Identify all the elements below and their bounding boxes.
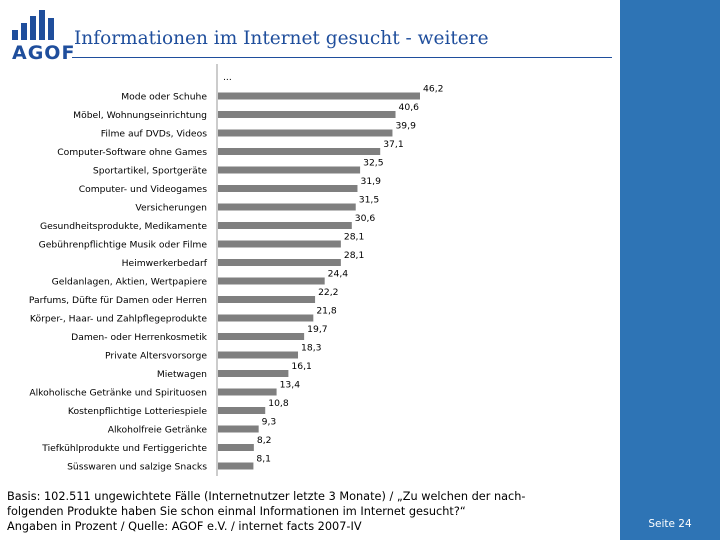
right-sidebar-panel: Seite 24 [620, 0, 720, 540]
logo-bar [30, 16, 36, 40]
category-label: Gesundheitsprodukte, Medikamente [40, 221, 207, 232]
category-label: Computer-Software ohne Games [57, 147, 207, 158]
logo-bar [12, 30, 18, 40]
value-label: 16,1 [291, 361, 311, 372]
footnote-line: Basis: 102.511 ungewichtete Fälle (Inter… [7, 490, 526, 503]
bar [218, 462, 254, 470]
value-label: 39,9 [395, 121, 416, 132]
value-label: 10,8 [268, 398, 289, 409]
value-label: 40,6 [399, 102, 420, 113]
logo-bar [21, 23, 27, 40]
footnote-line: folgenden Produkte haben Sie schon einma… [7, 505, 466, 518]
category-label: Möbel, Wohnungseinrichtung [73, 110, 207, 121]
logo-text: AGOF [12, 42, 76, 64]
category-label: Gebührenpflichtige Musik oder Filme [39, 239, 208, 250]
logo-bar [39, 10, 45, 40]
bar [218, 148, 381, 155]
agof-logo: AGOF [8, 10, 74, 66]
bar [218, 259, 341, 266]
bar [218, 444, 254, 451]
logo-bars-icon [12, 10, 64, 40]
category-label: Körper-, Haar- und Zahlpflegeprodukte [30, 313, 207, 324]
value-label: 46,2 [423, 84, 443, 95]
value-label: 24,4 [328, 269, 349, 280]
category-label: Geldanlagen, Aktien, Wertpapiere [52, 276, 208, 287]
bar [218, 111, 396, 118]
value-label: 28,1 [344, 232, 364, 243]
category-label: Damen- oder Herrenkosmetik [71, 332, 208, 343]
bar [218, 370, 289, 377]
bar [218, 407, 266, 414]
value-label: 31,5 [359, 195, 380, 206]
category-label: Kostenpflichtige Lotteriespiele [68, 406, 207, 417]
bar-chart: ... Mode oder Schuhe 46,2 Möbel, Wohnungsei… [29, 64, 443, 476]
bar [218, 296, 316, 303]
bar [218, 351, 299, 359]
logo-bar [48, 18, 54, 40]
category-label: Versicherungen [135, 202, 207, 213]
value-label: 13,4 [280, 380, 301, 391]
bar [218, 203, 356, 211]
value-label: 8,2 [257, 435, 272, 446]
value-label: 18,3 [301, 343, 322, 354]
bar [218, 129, 393, 137]
continuation-label: ... [223, 72, 232, 83]
category-label: Süsswaren und salzige Snacks [67, 461, 207, 472]
value-label: 21,8 [316, 306, 337, 317]
page-title: Informationen im Internet gesucht - weit… [74, 28, 489, 49]
value-label: 9,3 [262, 417, 277, 428]
value-label: 28,1 [344, 250, 364, 261]
page-number: Seite 24 [648, 518, 692, 530]
category-label: Filme auf DVDs, Videos [101, 128, 207, 139]
category-label: Heimwerkerbedarf [122, 258, 208, 269]
category-label: Parfums, Düfte für Damen oder Herren [29, 295, 207, 306]
value-label: 37,1 [383, 139, 403, 150]
category-label: Alkoholische Getränke und Spirituosen [29, 387, 207, 398]
bar [218, 240, 341, 248]
value-label: 30,6 [355, 213, 376, 224]
bar [218, 166, 361, 174]
bar [218, 425, 259, 433]
footnote: Basis: 102.511 ungewichtete Fälle (Inter… [7, 489, 607, 534]
category-label: Computer- und Videogames [79, 184, 208, 195]
value-label: 8,1 [256, 454, 271, 465]
value-label: 19,7 [307, 324, 328, 335]
bar [218, 388, 277, 396]
value-label: 32,5 [363, 158, 384, 169]
category-label: Mode oder Schuhe [121, 91, 207, 102]
value-label: 31,9 [360, 176, 381, 187]
category-label: Tiefkühlprodukte und Fertiggerichte [41, 443, 207, 454]
footnote-line: Angaben in Prozent / Quelle: AGOF e.V. /… [7, 520, 362, 533]
category-label: Alkoholfreie Getränke [108, 424, 208, 435]
bar [218, 92, 420, 100]
bar [218, 185, 358, 192]
category-label: Mietwagen [157, 369, 207, 380]
bar [218, 314, 314, 322]
category-label: Sportartikel, Sportgeräte [93, 165, 207, 176]
value-label: 22,2 [318, 287, 338, 298]
category-label: Private Altersvorsorge [105, 350, 207, 361]
title-divider [72, 57, 612, 58]
bar [218, 333, 305, 340]
bar [218, 222, 352, 229]
bar [218, 277, 325, 285]
